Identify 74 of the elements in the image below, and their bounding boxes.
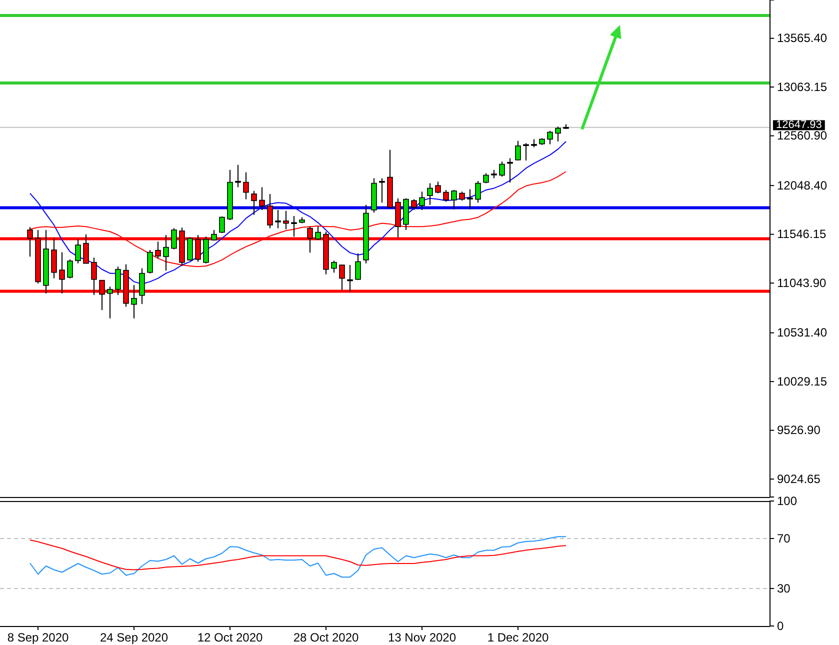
candlestick [339, 264, 345, 291]
candlestick [475, 180, 481, 204]
candlestick [419, 191, 425, 210]
candlestick [451, 189, 457, 210]
candlestick [147, 249, 153, 274]
y-tick-label: 10531.40 [777, 326, 828, 340]
candlestick [83, 234, 89, 264]
y-tick-label: 9526.90 [777, 423, 821, 438]
candlestick [523, 142, 529, 162]
y-tick-label: 30 [777, 581, 791, 596]
x-tick-label: 8 Sep 2020 [7, 630, 70, 645]
candlestick [275, 209, 281, 229]
candlestick [499, 161, 505, 178]
candlestick [51, 238, 57, 279]
x-tick-label: 28 Oct 2020 [293, 630, 360, 645]
candlestick [467, 188, 473, 210]
candlestick [163, 234, 169, 272]
candlestick [139, 268, 145, 305]
candlestick [555, 126, 561, 142]
y-tick-label: 0 [777, 618, 784, 633]
candlestick [59, 252, 65, 294]
candlestick [251, 190, 257, 216]
candlestick [107, 286, 113, 319]
y-tick-label: 11043.90 [777, 276, 826, 290]
candlestick [507, 158, 513, 184]
candlestick [219, 216, 225, 234]
candlestick [187, 236, 193, 262]
candlestick [459, 191, 465, 202]
candlestick [171, 228, 177, 250]
candlestick [291, 215, 297, 238]
y-tick-label: 13063.15 [777, 80, 828, 94]
y-tick-label: 12048.40 [777, 178, 828, 192]
candlestick [115, 266, 121, 296]
x-tick-label: 12 Oct 2020 [197, 630, 264, 645]
y-tick-label: 10029.15 [777, 374, 828, 388]
line-series [30, 536, 566, 578]
candlestick [75, 238, 81, 264]
y-tick-label: 9024.65 [777, 472, 821, 486]
candlestick [443, 189, 449, 202]
candlestick [547, 130, 553, 145]
candlestick [67, 258, 73, 279]
candlestick [411, 198, 417, 210]
candlestick [483, 172, 489, 184]
candlestick [267, 193, 273, 229]
candlestick [315, 226, 321, 240]
candlestick [379, 178, 385, 204]
candlestick [243, 172, 249, 200]
candlestick [355, 252, 361, 281]
y-tick-label: 100 [777, 494, 798, 508]
y-tick-label: 13565.40 [777, 31, 828, 46]
candlestick [427, 182, 433, 206]
candlestick [259, 186, 265, 210]
candlestick [435, 181, 441, 194]
y-tick-label: 11546.15 [777, 227, 826, 242]
candlestick [347, 264, 353, 292]
candlestick [91, 257, 97, 296]
candlestick [235, 164, 241, 188]
x-tick-label: 24 Sep 2020 [100, 630, 168, 645]
y-tick-label: 70 [777, 531, 791, 546]
ref-line-label: 12647.93 [776, 119, 822, 132]
candlestick [203, 236, 209, 264]
candlestick [195, 234, 201, 262]
x-tick-label: 13 Nov 2020 [388, 630, 456, 645]
candlestick [155, 241, 161, 259]
candlestick [27, 226, 33, 258]
candlestick [131, 284, 137, 319]
x-tick-label: 1 Dec 2020 [487, 630, 550, 645]
candlestick [99, 280, 105, 311]
candlestick [331, 260, 337, 274]
y-tick-label: 12560.90 [777, 128, 828, 143]
candlestick [515, 140, 521, 162]
candlestick [283, 210, 289, 230]
candlestick [307, 226, 313, 254]
line-series [30, 540, 566, 570]
